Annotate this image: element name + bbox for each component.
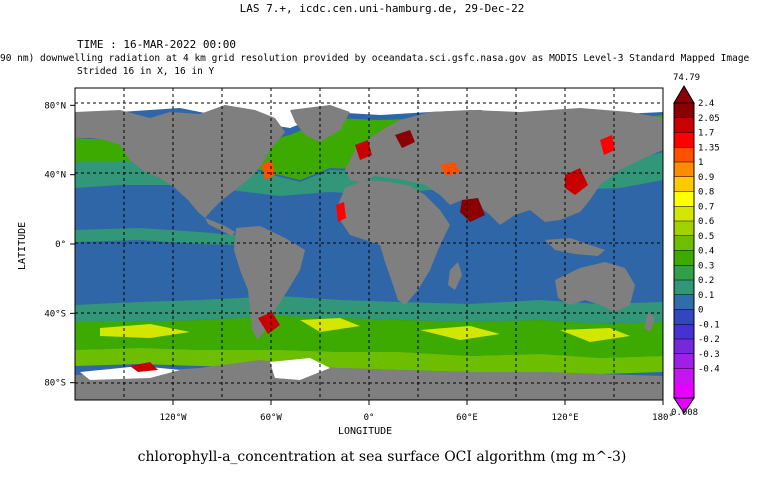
- colorbar-band: [674, 117, 694, 133]
- colorbar-band: [674, 250, 694, 266]
- colorbar-band: [674, 309, 694, 325]
- colorbar: 74.79 2.4 2.05 1.7 1.35 1 0.9 0.8 0.7 0.6 0.5 0.4 0…: [671, 73, 720, 418]
- colorbar-max-label: 74.79: [673, 73, 700, 83]
- colorbar-bottom-arrow: [673, 397, 695, 414]
- colorbar-band: [674, 368, 694, 384]
- colorbar-level-label: 1.35: [698, 143, 720, 153]
- hotspot-persian-gulf: [460, 198, 485, 222]
- y-tick-label: 40°N: [44, 171, 66, 181]
- y-tick-label: 40°S: [44, 309, 66, 319]
- hotspot-baltic: [395, 130, 415, 148]
- colorbar-level-label: 2.05: [698, 114, 720, 124]
- colorbar-band: [674, 103, 694, 119]
- colorbar-band: [674, 191, 694, 207]
- colorbar-level-label: 1: [698, 158, 703, 168]
- australia-land: [555, 262, 635, 312]
- colorbar-band: [674, 147, 694, 163]
- colorbar-band: [674, 294, 694, 310]
- colorbar-level-label: -0.4: [698, 365, 720, 375]
- colorbar-band: [674, 353, 694, 369]
- x-tick-label: 120°W: [159, 413, 187, 423]
- colorbar-level-label: 0.4: [698, 247, 714, 257]
- colorbar-level-label: 0.2: [698, 276, 714, 286]
- x-tick-label: 180°: [652, 413, 674, 423]
- equatorial-band: [75, 228, 245, 245]
- hotspot-okhotsk: [600, 135, 615, 155]
- y-tick-label: 80°N: [44, 101, 66, 111]
- dataset-description: 90 nm) downwelling radiation at 4 km gri…: [0, 53, 750, 64]
- x-tick-label: 60°W: [260, 413, 282, 423]
- colorbar-band: [674, 221, 694, 237]
- colorbar-band: [674, 176, 694, 192]
- y-axis-ticks: 80°N 40°N 0° 40°S 80°S: [44, 101, 75, 389]
- colorbar-min-label: 0.008: [671, 408, 698, 418]
- north-america-land: [75, 105, 285, 218]
- greenland-land: [290, 105, 350, 142]
- madagascar-land: [448, 262, 462, 290]
- variable-title: chlorophyll-a_concentration at sea surfa…: [137, 449, 627, 465]
- x-tick-label: 120°E: [551, 413, 578, 423]
- colorbar-level-label: 0.9: [698, 173, 714, 183]
- colorbar-level-label: 0.5: [698, 232, 714, 242]
- stride-label: Strided 16 in X, 16 in Y: [77, 66, 215, 77]
- colorbar-level-label: 0.1: [698, 291, 714, 301]
- plot-header-title: LAS 7.+, icdc.cen.uni-hamburg.de, 29-Dec…: [239, 2, 525, 15]
- colorbar-level-label: 1.7: [698, 129, 714, 139]
- x-axis-ticks: 120°W 60°W 0° 60°E 120°E 180°: [159, 400, 674, 423]
- colorbar-level-label: 0.8: [698, 188, 714, 198]
- colorbar-top-arrow: [673, 85, 695, 104]
- hotspot-us-east: [262, 160, 275, 180]
- hotspot-north-sea: [355, 140, 372, 160]
- colorbar-band: [674, 265, 694, 281]
- hotspot-east-asia: [565, 168, 588, 195]
- x-tick-label: 60°E: [456, 413, 478, 423]
- eurasia-land: [345, 108, 663, 225]
- colorbar-level-label: -0.2: [698, 335, 720, 345]
- colorbar-band: [674, 235, 694, 251]
- hotspot-west-africa: [336, 202, 346, 222]
- colorbar-level-label: 2.4: [698, 99, 714, 109]
- hotspot-patagonia: [258, 312, 280, 334]
- colorbar-band: [674, 383, 694, 399]
- time-label: TIME : 16-MAR-2022 00:00: [77, 38, 236, 51]
- central-america-land: [205, 218, 235, 236]
- antarctic-no-data: [80, 358, 330, 380]
- indonesia-land: [545, 238, 605, 256]
- colorbar-level-label: -0.3: [698, 350, 720, 360]
- colorbar-band: [674, 132, 694, 148]
- south-america-land: [234, 226, 305, 340]
- colorbar-band: [674, 206, 694, 222]
- y-axis-title: LATITUDE: [17, 221, 28, 270]
- new-zealand-land: [644, 312, 655, 332]
- colorbar-level-label: -0.1: [698, 320, 720, 330]
- x-axis-title: LONGITUDE: [338, 426, 393, 437]
- hotspot-antarctic: [130, 362, 158, 372]
- y-tick-label: 0°: [55, 240, 66, 250]
- colorbar-band: [674, 324, 694, 340]
- graticule: [75, 88, 663, 400]
- colorbar-level-label: 0.7: [698, 202, 714, 212]
- colorbar-level-label: 0.3: [698, 261, 714, 271]
- x-tick-label: 0°: [364, 413, 375, 423]
- colorbar-band: [674, 162, 694, 178]
- map-plot-area: [75, 88, 663, 400]
- colorbar-level-label: 0: [698, 306, 703, 316]
- colorbar-level-label: 0.6: [698, 217, 714, 227]
- colorbar-band: [674, 280, 694, 296]
- y-tick-label: 80°S: [44, 379, 66, 389]
- coastal-hotspots: [130, 130, 615, 372]
- colorbar-band: [674, 339, 694, 355]
